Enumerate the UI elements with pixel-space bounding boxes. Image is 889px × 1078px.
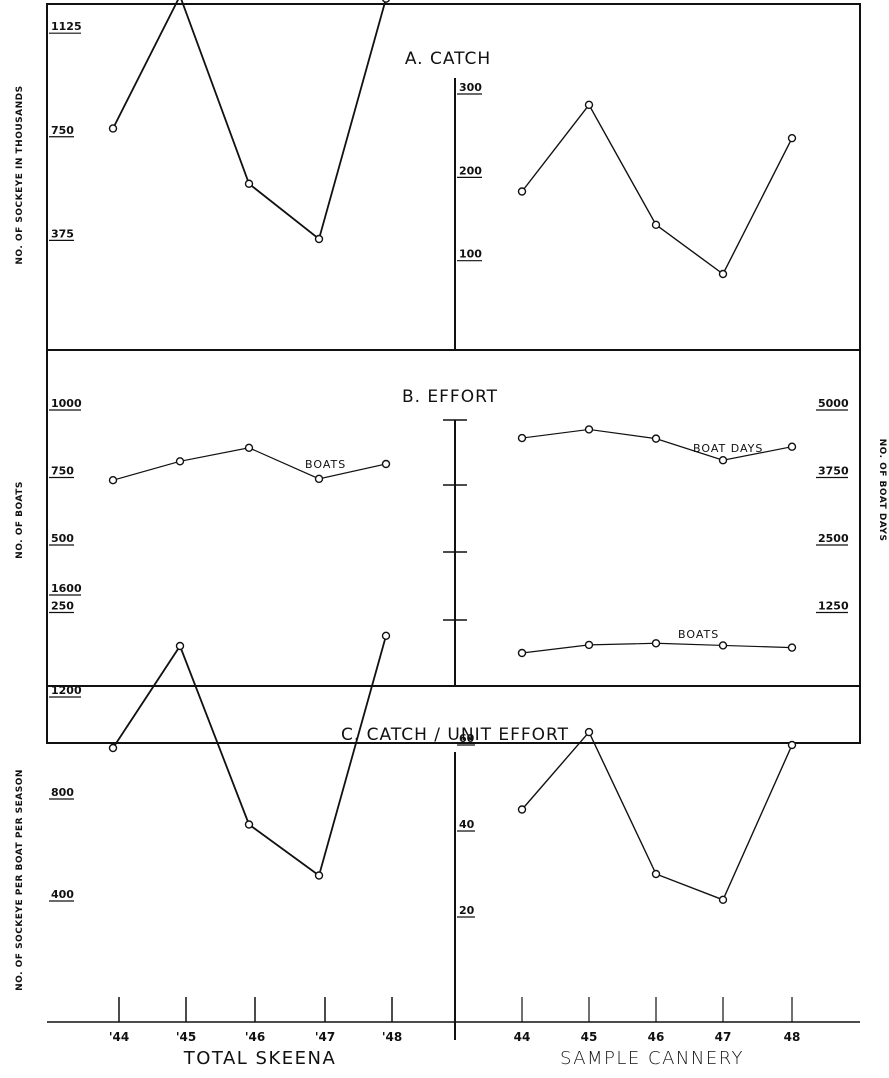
y-tick-label: 60: [459, 732, 475, 745]
y-tick-label: 300: [459, 81, 482, 94]
y-tick-label: 250: [51, 600, 74, 613]
panel-1-right-series-point: [517, 648, 527, 658]
panel-c-title: C. CATCH / UNIT EFFORT: [341, 725, 569, 745]
panel-2-left-series-point: [108, 743, 118, 753]
y-tick-label: 1600: [51, 582, 82, 595]
panel-1-left-series-point: [108, 476, 118, 485]
panel-0-left-series-line: [112, 0, 387, 241]
y-tick-label: 200: [459, 164, 482, 177]
panel-2-right-series-point: [787, 740, 797, 750]
panel-1-right-series-point: [651, 434, 661, 443]
panel-b-ylabel: NO. OF BOATS: [15, 481, 25, 559]
panel-0-right-series-point: [651, 220, 661, 230]
panel-1-left-series-point: [244, 443, 254, 452]
panel-1-left-series-point: [175, 457, 185, 466]
x-tick-label-right: 46: [648, 1030, 665, 1044]
panel-2-left-series-point: [175, 641, 185, 651]
panel-1-right-series-point: [718, 456, 728, 465]
panel-0-left-series-point: [108, 124, 118, 133]
y-tick-label: 400: [51, 888, 74, 901]
y-tick-label: 40: [459, 818, 475, 831]
y-tick-label: 1125: [51, 20, 82, 33]
panel-a-title: A. CATCH: [405, 49, 491, 69]
panel-0-right-series-line: [521, 103, 793, 276]
x-tick-label-left: '45: [176, 1030, 196, 1044]
panel-a-ylabel: NO. OF SOCKEYE IN THOUSANDS: [15, 85, 25, 264]
series-label-boat-days: BOAT DAYS: [693, 442, 763, 455]
panel-1-right-series-point: [584, 425, 594, 434]
footer-right-label: SAMPLE CANNERY: [560, 1048, 744, 1069]
x-tick-label-right: 48: [784, 1030, 801, 1044]
panel-2-right-series-point: [718, 895, 728, 904]
y-tick-label: 1250: [818, 600, 849, 613]
panel-2-left-series-point: [244, 820, 254, 829]
x-tick-label-left: '46: [245, 1030, 265, 1044]
series-label-boats-right: BOATS: [678, 628, 719, 641]
y-tick-label: 1000: [51, 397, 82, 410]
x-tick-label-left: '44: [109, 1030, 129, 1044]
panel-2-right-series-point: [584, 727, 594, 737]
panel-2-left-series-point: [381, 631, 391, 640]
y-tick-label: 750: [51, 124, 74, 137]
y-tick-label: 100: [459, 248, 482, 261]
panel-2-right-series-point: [651, 869, 661, 879]
panel-b-title: B. EFFORT: [402, 387, 498, 407]
x-tick-label-left: '47: [315, 1030, 335, 1044]
plot-layer: 3757501125150010020030025050075010001250…: [47, 0, 860, 1044]
y-tick-label: 1200: [51, 684, 82, 697]
series-label-boats-left: BOATS: [305, 458, 346, 471]
panel-0-right-series-point: [584, 100, 594, 110]
panel-b-right-ylabel: NO. OF BOAT DAYS: [877, 439, 887, 542]
panel-1-right-series-point: [718, 641, 728, 650]
y-tick-label: 5000: [818, 397, 849, 410]
panel-0-right-series-point: [517, 187, 527, 196]
y-tick-label: 20: [459, 904, 475, 917]
panel-1-right-series-point: [787, 442, 797, 451]
panel-1-right-series-point: [651, 639, 661, 648]
panel-2-left-series-point: [314, 871, 324, 880]
panel-c-ylabel: NO. OF SOCKEYE PER BOAT PER SEASON: [15, 769, 25, 991]
panel-1-right-series-point: [517, 433, 527, 443]
footer-left-label: TOTAL SKEENA: [183, 1048, 337, 1069]
y-tick-label: 2500: [818, 532, 849, 545]
panel-1-right-series-point: [787, 643, 797, 652]
panel-0-right-series-point: [718, 269, 728, 279]
panel-1-right-series-point: [584, 640, 594, 650]
figure-frame: [46, 3, 861, 744]
y-tick-label: 375: [51, 227, 74, 240]
panel-0-left-series-point: [382, 0, 390, 3]
panel-0-left-series-point: [314, 234, 324, 244]
y-tick-label: 750: [51, 465, 74, 478]
y-tick-label: 500: [51, 532, 74, 545]
x-tick-label-right: 44: [514, 1030, 531, 1044]
panel-2-right-series-point: [517, 805, 527, 814]
panel-1-left-series-point: [381, 459, 391, 469]
panel-0-left-series-point: [244, 179, 254, 188]
x-tick-label-left: '48: [382, 1030, 402, 1044]
panel-2-left-series-line: [112, 635, 387, 877]
panel-1-left-series-point: [314, 474, 324, 484]
y-tick-label: 3750: [818, 465, 849, 478]
y-tick-label: 800: [51, 786, 74, 799]
panel-0-right-series-point: [787, 133, 797, 143]
x-tick-label-right: 47: [715, 1030, 732, 1044]
x-tick-label-right: 45: [581, 1030, 598, 1044]
